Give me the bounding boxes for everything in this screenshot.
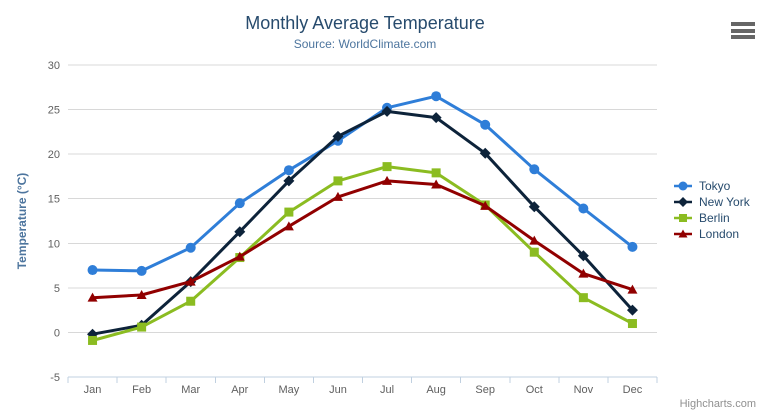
credits-link[interactable]: Highcharts.com [679,398,756,410]
legend-item-tokyo[interactable]: Tokyo [674,178,750,194]
legend-marker-triangle-icon [674,229,692,238]
legend-marker-square-icon [674,214,692,222]
legend-marker-diamond-icon [674,197,692,207]
x-tick-label: Sep [475,384,495,396]
x-tick-label: Jun [329,384,347,396]
y-tick-label: 5 [54,283,60,295]
legend-label: London [699,227,740,241]
x-tick-label: Aug [426,384,446,396]
legend-label: Berlin [699,211,730,225]
x-tick-label: Apr [231,384,248,396]
y-tick-label: 15 [48,194,60,206]
series-london[interactable] [87,175,638,302]
x-tick-label: Dec [623,384,643,396]
y-tick-label: 30 [48,60,60,72]
x-tick-label: Jan [84,384,102,396]
y-tick-label: 25 [48,105,60,117]
hamburger-icon [731,35,755,39]
chart-subtitle: Source: WorldClimate.com [293,37,437,51]
y-axis-title: Temperature (°C) [15,173,29,270]
chart-title: Monthly Average Temperature [245,13,485,33]
series-new-york[interactable] [87,105,638,340]
x-tick-label: Nov [574,384,594,396]
legend-item-london[interactable]: London [674,226,750,242]
hamburger-icon [731,28,755,33]
legend-item-berlin[interactable]: Berlin [674,210,750,226]
y-tick-label: -5 [50,372,60,384]
y-tick-label: 10 [48,238,60,250]
y-gridlines [68,64,657,378]
x-tick-label: Mar [181,384,200,396]
legend-label: New York [699,195,750,209]
x-tick-label: May [278,384,299,396]
y-tick-label: 20 [48,149,60,161]
hamburger-icon [731,22,755,26]
x-axis-labels: Jan Feb Mar Apr May Jun Jul Aug Sep Oct Nov Dec [84,384,643,396]
legend-label: Tokyo [699,179,731,193]
legend-marker-circle-icon [674,181,692,191]
y-axis-labels: -5 0 5 10 15 20 25 30 [48,60,60,384]
x-tick-label: Jul [380,384,394,396]
legend-item-new-york[interactable]: New York [674,194,750,210]
x-tick-label: Oct [526,384,543,396]
export-menu-button[interactable] [731,22,755,39]
y-tick-label: 0 [54,327,60,339]
legend: Tokyo New York Berlin London [674,178,750,242]
series-tokyo[interactable] [87,91,638,276]
x-tick-label: Feb [132,384,151,396]
x-axis [67,376,658,383]
